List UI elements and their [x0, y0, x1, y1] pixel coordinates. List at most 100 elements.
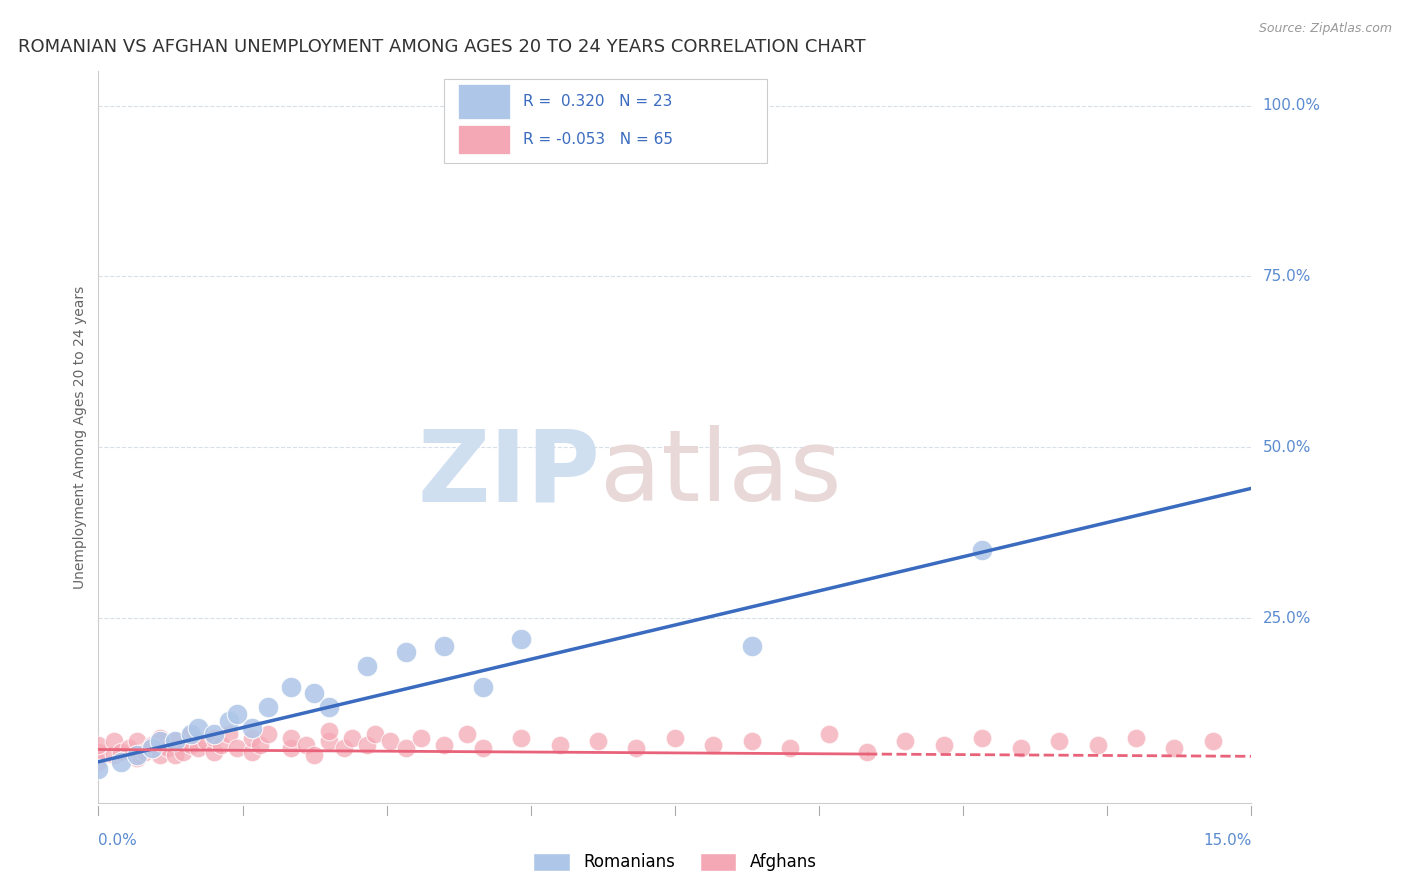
Point — [165, 734, 187, 748]
Point — [741, 734, 763, 748]
Point — [280, 680, 302, 694]
Point — [318, 734, 340, 748]
Point — [187, 721, 209, 735]
Point — [172, 745, 194, 759]
Y-axis label: Unemployment Among Ages 20 to 24 years: Unemployment Among Ages 20 to 24 years — [73, 285, 87, 589]
Point — [180, 727, 202, 741]
Point — [240, 721, 263, 735]
Text: R = -0.053   N = 65: R = -0.053 N = 65 — [523, 132, 672, 147]
Point — [125, 734, 148, 748]
Point — [433, 639, 456, 653]
Point — [87, 755, 110, 769]
Point — [1202, 734, 1225, 748]
Point — [333, 741, 356, 756]
Point — [356, 738, 378, 752]
Point — [856, 745, 879, 759]
FancyBboxPatch shape — [444, 78, 768, 162]
Text: 0.0%: 0.0% — [98, 833, 138, 848]
Point — [817, 727, 839, 741]
Point — [972, 542, 994, 557]
Text: 100.0%: 100.0% — [1263, 98, 1320, 113]
Text: 50.0%: 50.0% — [1263, 440, 1310, 455]
Point — [1163, 741, 1185, 756]
Point — [180, 727, 202, 741]
Point — [302, 686, 325, 700]
Text: R =  0.320   N = 23: R = 0.320 N = 23 — [523, 94, 672, 109]
Point — [280, 731, 302, 745]
Point — [702, 738, 724, 752]
Point — [318, 700, 340, 714]
Point — [1010, 741, 1032, 756]
Legend: Romanians, Afghans: Romanians, Afghans — [533, 853, 817, 871]
Point — [356, 659, 378, 673]
Point — [141, 738, 163, 752]
Point — [103, 734, 125, 748]
Text: atlas: atlas — [600, 425, 842, 522]
Point — [202, 731, 225, 745]
Point — [280, 741, 302, 756]
Text: Source: ZipAtlas.com: Source: ZipAtlas.com — [1258, 22, 1392, 36]
Point — [141, 741, 163, 756]
Point — [195, 734, 218, 748]
Point — [510, 731, 533, 745]
Point — [202, 745, 225, 759]
Point — [302, 747, 325, 762]
Point — [103, 747, 125, 762]
Point — [249, 738, 271, 752]
Point — [586, 734, 609, 748]
Point — [1125, 731, 1147, 745]
Bar — [458, 84, 510, 119]
Point — [240, 745, 263, 759]
Point — [894, 734, 917, 748]
Point — [149, 731, 172, 745]
Point — [295, 738, 318, 752]
Point — [256, 727, 278, 741]
Point — [395, 741, 418, 756]
Point — [218, 714, 240, 728]
Text: 25.0%: 25.0% — [1263, 611, 1310, 625]
Point — [87, 762, 110, 776]
Point — [118, 741, 141, 756]
Point — [187, 741, 209, 756]
Point — [1087, 738, 1109, 752]
Point — [125, 751, 148, 765]
Point — [165, 747, 187, 762]
Point — [510, 632, 533, 646]
Point — [240, 731, 263, 745]
Point — [134, 745, 156, 759]
Point — [125, 747, 148, 762]
Point — [1047, 734, 1070, 748]
Point — [156, 741, 179, 756]
Point — [741, 639, 763, 653]
Text: 75.0%: 75.0% — [1263, 268, 1310, 284]
Point — [626, 741, 648, 756]
Point — [364, 727, 387, 741]
Point — [110, 745, 132, 759]
Point — [433, 738, 456, 752]
Point — [87, 745, 110, 759]
Point — [218, 727, 240, 741]
Point — [149, 747, 172, 762]
Point — [779, 741, 801, 756]
Text: 15.0%: 15.0% — [1204, 833, 1251, 848]
Point — [149, 734, 172, 748]
Point — [932, 738, 955, 752]
Point — [340, 731, 363, 745]
Point — [456, 727, 478, 741]
Point — [471, 741, 494, 756]
Point — [411, 731, 433, 745]
Point — [664, 731, 686, 745]
Bar — [458, 125, 510, 154]
Point — [471, 680, 494, 694]
Point — [318, 724, 340, 739]
Point — [972, 731, 994, 745]
Point — [256, 700, 278, 714]
Text: ZIP: ZIP — [418, 425, 600, 522]
Point — [209, 738, 232, 752]
Text: ROMANIAN VS AFGHAN UNEMPLOYMENT AMONG AGES 20 TO 24 YEARS CORRELATION CHART: ROMANIAN VS AFGHAN UNEMPLOYMENT AMONG AG… — [18, 38, 865, 56]
Point — [87, 738, 110, 752]
Point — [225, 706, 247, 721]
Point — [110, 755, 132, 769]
Point — [202, 727, 225, 741]
Point — [548, 738, 571, 752]
